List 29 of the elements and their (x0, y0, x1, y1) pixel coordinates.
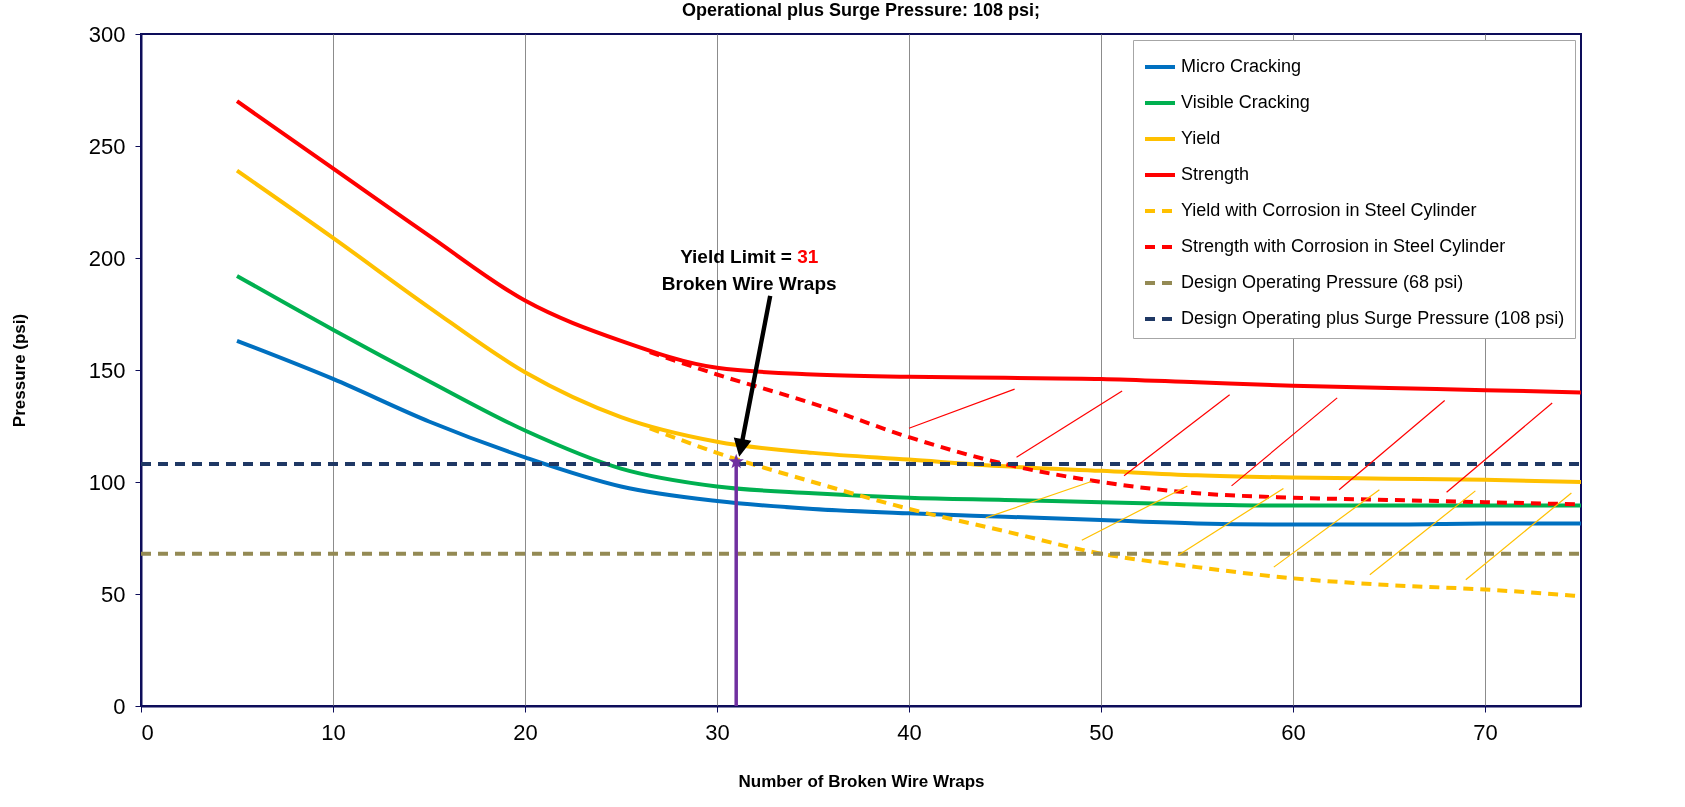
annotation: Yield Limit = 31 Broken Wire Wraps (661, 245, 837, 294)
x-tick-label: 30 (705, 719, 730, 745)
y-tick-label: 200 (88, 245, 126, 271)
x-axis-title: Number of Broken Wire Wraps (738, 771, 985, 791)
x-tick-label: 60 (1281, 719, 1306, 745)
x-tick-label: 70 (1473, 719, 1498, 745)
y-tick-label: 100 (88, 469, 126, 495)
x-tick-label: 50 (1089, 719, 1114, 745)
legend-label: Strength with Corrosion in Steel Cylinder (1181, 236, 1506, 256)
x-tick-label: 0 (141, 719, 154, 745)
line-series (235, 338, 1581, 527)
legend-label: Yield with Corrosion in Steel Cylinder (1181, 200, 1477, 220)
y-tick-label: 150 (88, 357, 126, 383)
legend-label: Micro Cracking (1181, 56, 1302, 76)
y-tick-label: 0 (113, 693, 126, 719)
legend-label: Yield (1181, 128, 1221, 148)
legend-label: Visible Cracking (1181, 92, 1310, 112)
y-tick-label: 50 (101, 581, 126, 607)
line-series (235, 273, 1581, 508)
chart-title: Operational plus Surge Pressure: 108 psi; (681, 0, 1041, 20)
x-tick-label: 10 (321, 719, 346, 745)
y-tick-label: 250 (88, 133, 126, 159)
legend-label: Strength (1181, 164, 1250, 184)
y-axis-title: Pressure (psi) (9, 313, 29, 428)
y-tick-label: 300 (88, 21, 126, 47)
x-tick-label: 40 (897, 719, 922, 745)
legend-label: Design Operating Pressure (68 psi) (1181, 272, 1464, 292)
legend-label: Design Operating plus Surge Pressure (108 psi) (1181, 308, 1565, 328)
x-tick-label: 20 (513, 719, 538, 745)
